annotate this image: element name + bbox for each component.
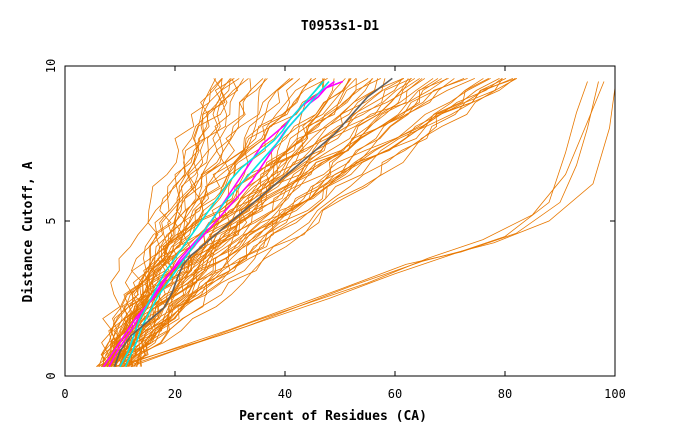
model-curve-background — [116, 78, 378, 367]
model-curve-background — [102, 78, 328, 367]
model-curve-outlier — [114, 81, 588, 368]
x-tick-label: 0 — [61, 387, 68, 401]
model-curve-background — [134, 78, 266, 367]
model-curve-background — [111, 78, 405, 367]
model-curve-background — [103, 78, 426, 368]
model-curve-background — [104, 78, 317, 367]
model-curve-background — [139, 78, 403, 367]
model-curve-background — [119, 78, 491, 367]
series-line-cyan-3 — [119, 80, 325, 368]
model-curve-background — [111, 78, 223, 367]
y-tick-label: 5 — [44, 217, 58, 224]
model-curve-background — [103, 78, 455, 368]
x-tick-label: 80 — [498, 387, 512, 401]
model-curve-background — [112, 78, 448, 367]
model-curve-background — [128, 78, 351, 367]
model-curve-background — [103, 78, 231, 368]
model-curve-background — [139, 78, 517, 367]
x-tick-label: 40 — [278, 387, 292, 401]
y-tick-label: 0 — [44, 372, 58, 379]
x-axis-label: Percent of Residues (CA) — [239, 409, 427, 424]
background-series-group — [96, 78, 616, 368]
model-curve-background — [106, 78, 434, 368]
model-curve-background — [101, 78, 223, 367]
highlighted-series-group — [102, 77, 393, 368]
chart-title: T0953s1-D1 — [301, 19, 379, 34]
y-axis-label: Distance Cutoff, A — [21, 161, 36, 302]
model-curve-background — [126, 78, 223, 367]
x-tick-label: 60 — [388, 387, 402, 401]
model-curve-outlier — [119, 81, 599, 368]
model-curve-background — [106, 78, 517, 367]
axis-ticks: 0 20 40 60 80 100 0 5 10 — [44, 59, 626, 401]
x-tick-label: 20 — [168, 387, 182, 401]
model-curve-background — [113, 78, 293, 367]
model-curve-background — [100, 78, 381, 367]
model-curve-outlier — [125, 87, 616, 368]
x-tick-label: 100 — [604, 387, 626, 401]
model-curve-background — [110, 78, 373, 368]
y-tick-label: 10 — [44, 59, 58, 73]
model-curve-background — [136, 78, 335, 367]
model-curve-background — [120, 78, 369, 367]
model-curve-background — [124, 78, 223, 367]
model-curve-background — [116, 78, 489, 368]
model-curve-background — [118, 78, 412, 367]
model-curve-background — [120, 78, 507, 367]
series-line-cyan-2 — [124, 80, 330, 368]
series-line-gray-4 — [113, 77, 393, 367]
model-curve-background — [109, 78, 312, 367]
model-curve-background — [116, 78, 325, 367]
model-curve-background — [98, 78, 291, 367]
model-curve-background — [102, 78, 240, 367]
model-curve-background — [118, 78, 439, 367]
